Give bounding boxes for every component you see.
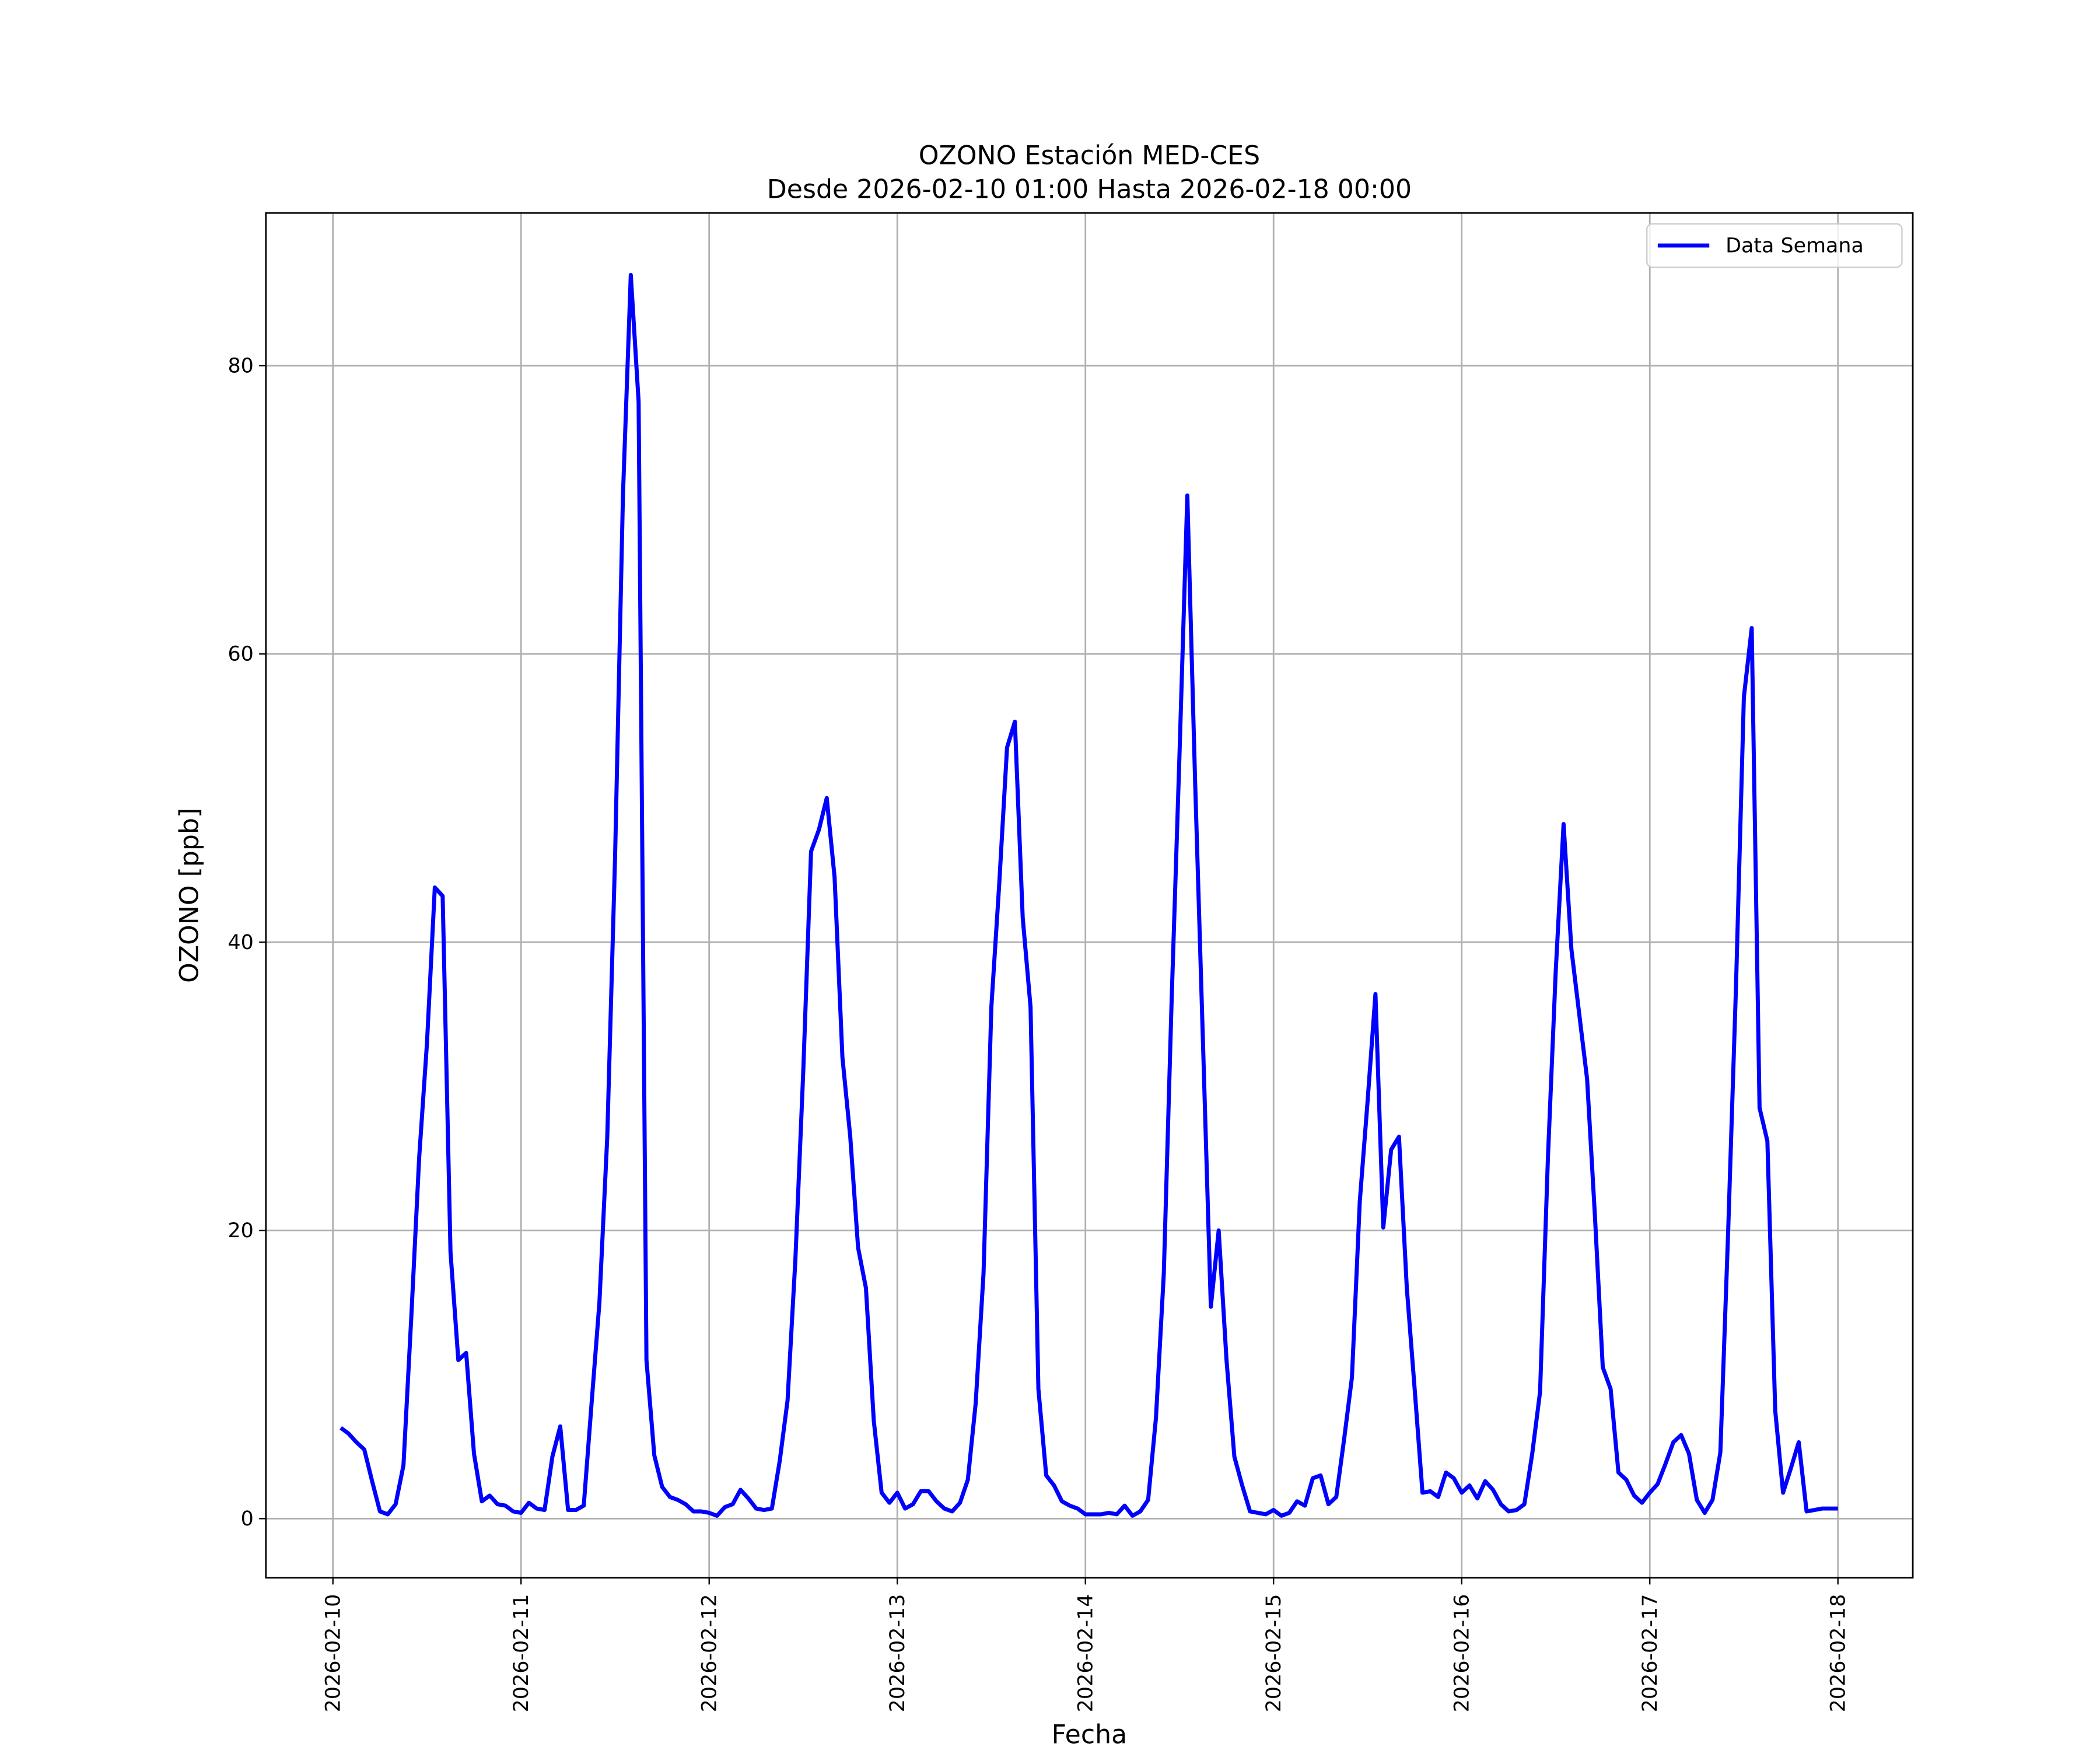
legend-label: Data Semana — [1726, 235, 1864, 258]
y-tick-label: 80 — [228, 355, 253, 378]
plot-frame — [265, 212, 1914, 1579]
x-tick-label: 2026-02-18 — [1826, 1594, 1850, 1713]
y-tick-label: 60 — [228, 643, 253, 666]
y-axis-label: OZONO [ppb] — [175, 808, 205, 983]
x-tick-label: 2026-02-17 — [1639, 1594, 1662, 1713]
legend-box — [1646, 223, 1903, 268]
y-tick-label: 0 — [241, 1507, 254, 1531]
y-tick-label: 40 — [228, 931, 253, 954]
x-axis-label: Fecha — [1052, 1720, 1128, 1749]
chart-subtitle: Desde 2026-02-10 01:00 Hasta 2026-02-18 … — [767, 175, 1412, 205]
y-tick-label: 20 — [228, 1219, 253, 1242]
x-tick-label: 2026-02-16 — [1450, 1594, 1474, 1713]
x-tick-label: 2026-02-15 — [1262, 1594, 1286, 1713]
x-tick-label: 2026-02-12 — [698, 1594, 721, 1713]
x-tick-label: 2026-02-14 — [1074, 1594, 1097, 1713]
x-tick-label: 2026-02-13 — [886, 1594, 909, 1713]
x-tick-label: 2026-02-11 — [510, 1594, 533, 1713]
x-tick-label: 2026-02-10 — [321, 1594, 345, 1713]
chart-title: OZONO Estación MED-CES — [919, 141, 1260, 170]
data-line — [340, 272, 1838, 1518]
